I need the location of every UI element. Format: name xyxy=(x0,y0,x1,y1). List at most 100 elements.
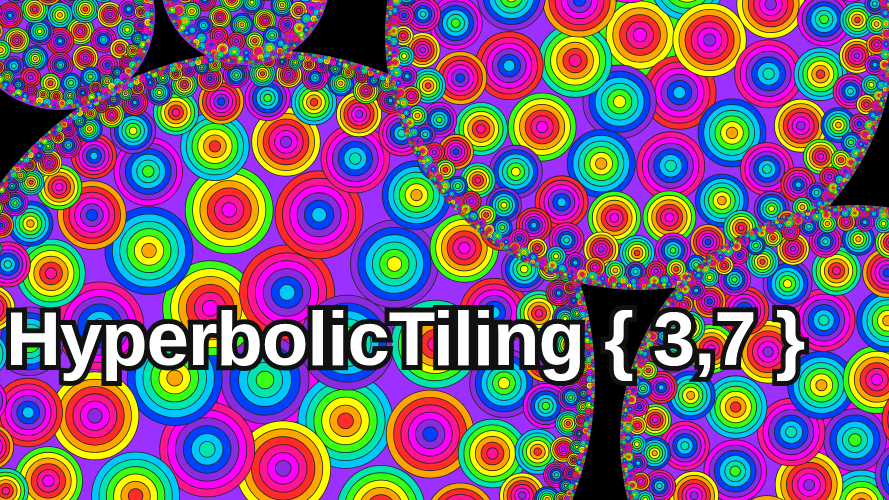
tile-ring xyxy=(43,140,46,143)
tile-ring xyxy=(197,58,199,60)
tile-ring xyxy=(632,280,635,283)
tile-ring xyxy=(19,174,22,177)
tile-ring xyxy=(487,448,498,459)
tile-ring xyxy=(310,99,318,107)
tile-ring xyxy=(670,248,676,254)
tile-ring xyxy=(394,61,397,64)
tile-ring xyxy=(633,269,638,274)
tile-ring xyxy=(849,171,851,173)
tile-ring xyxy=(264,94,272,102)
tile-ring xyxy=(3,195,6,198)
tile-ring xyxy=(878,94,881,97)
tile-ring xyxy=(2,487,10,495)
tile-ring xyxy=(201,57,203,59)
tile-ring xyxy=(575,288,578,291)
tile-ring xyxy=(399,92,402,95)
tile-ring xyxy=(484,213,489,218)
tile-ring xyxy=(654,269,659,274)
tile-ring xyxy=(47,145,50,148)
tile-ring xyxy=(517,236,522,241)
tile-ring xyxy=(321,65,324,68)
tile-ring xyxy=(601,277,604,280)
tile-ring xyxy=(364,89,368,93)
tile-ring xyxy=(280,60,283,63)
tile-ring xyxy=(488,229,491,232)
tile-ring xyxy=(665,160,676,171)
tile-ring xyxy=(432,168,435,171)
tile-ring xyxy=(423,132,428,137)
tile-ring xyxy=(535,246,540,251)
tile-ring xyxy=(325,60,328,63)
tile-ring xyxy=(394,9,397,12)
tile-ring xyxy=(184,63,187,66)
tile-ring xyxy=(883,64,886,67)
tile-ring xyxy=(426,159,429,162)
tile-ring xyxy=(26,153,28,155)
tile-ring xyxy=(572,480,575,483)
tile-ring xyxy=(88,409,103,424)
tile-ring xyxy=(566,421,570,425)
tile-ring xyxy=(53,131,56,134)
tile-ring xyxy=(585,423,588,426)
tile-ring xyxy=(58,127,61,130)
tile-ring xyxy=(370,68,372,70)
tile-ring xyxy=(404,74,409,79)
tile-ring xyxy=(167,65,169,67)
tile-ring xyxy=(10,184,13,187)
tile-ring xyxy=(189,59,191,61)
tile-ring xyxy=(203,59,206,62)
tile-ring xyxy=(37,142,39,144)
tile-ring xyxy=(57,124,59,126)
tile-ring xyxy=(523,251,526,254)
tile-ring xyxy=(444,185,447,188)
tile-ring xyxy=(147,75,150,78)
tile-ring xyxy=(0,186,1,188)
tile-ring xyxy=(293,55,296,58)
tile-ring xyxy=(561,447,565,451)
tile-ring xyxy=(587,441,589,443)
tile-ring xyxy=(585,449,587,451)
tile-ring xyxy=(882,98,884,100)
tile-ring xyxy=(402,13,407,18)
tile-ring xyxy=(576,483,578,485)
tile-ring xyxy=(387,257,402,272)
tile-ring xyxy=(306,56,309,59)
tile-ring xyxy=(575,445,578,448)
tile-ring xyxy=(884,53,887,56)
tile-ring xyxy=(480,222,483,225)
tile-ring xyxy=(87,127,91,131)
tile-ring xyxy=(129,83,132,86)
tile-ring xyxy=(868,124,871,127)
tile-ring xyxy=(557,198,566,207)
tile-ring xyxy=(38,144,41,147)
tile-ring xyxy=(110,113,114,117)
tile-ring xyxy=(455,184,460,189)
tile-ring xyxy=(653,280,656,283)
tile-ring xyxy=(381,76,384,79)
tile-ring xyxy=(570,497,572,499)
tile-ring xyxy=(564,484,567,487)
tile-ring xyxy=(554,473,558,477)
tile-ring xyxy=(142,243,157,258)
tile-ring xyxy=(472,215,475,218)
tile-ring xyxy=(174,72,177,75)
tile-ring xyxy=(579,472,581,474)
tile-ring xyxy=(496,235,499,238)
tile-ring xyxy=(569,55,581,67)
tile-ring xyxy=(287,73,291,77)
tile-ring xyxy=(4,261,12,269)
tile-ring xyxy=(584,429,587,432)
tile-ring xyxy=(469,199,474,204)
tile-ring xyxy=(869,82,874,87)
tile-ring xyxy=(3,179,5,181)
tile-ring xyxy=(505,241,508,244)
tile-ring xyxy=(190,62,193,65)
tile-ring xyxy=(51,129,53,131)
tile-ring xyxy=(568,471,571,474)
tile-ring xyxy=(381,72,383,74)
tile-ring xyxy=(531,222,537,228)
tile-ring xyxy=(334,67,337,70)
tile-ring xyxy=(705,239,711,245)
tile-ring xyxy=(726,127,737,138)
tile-ring xyxy=(124,92,127,95)
